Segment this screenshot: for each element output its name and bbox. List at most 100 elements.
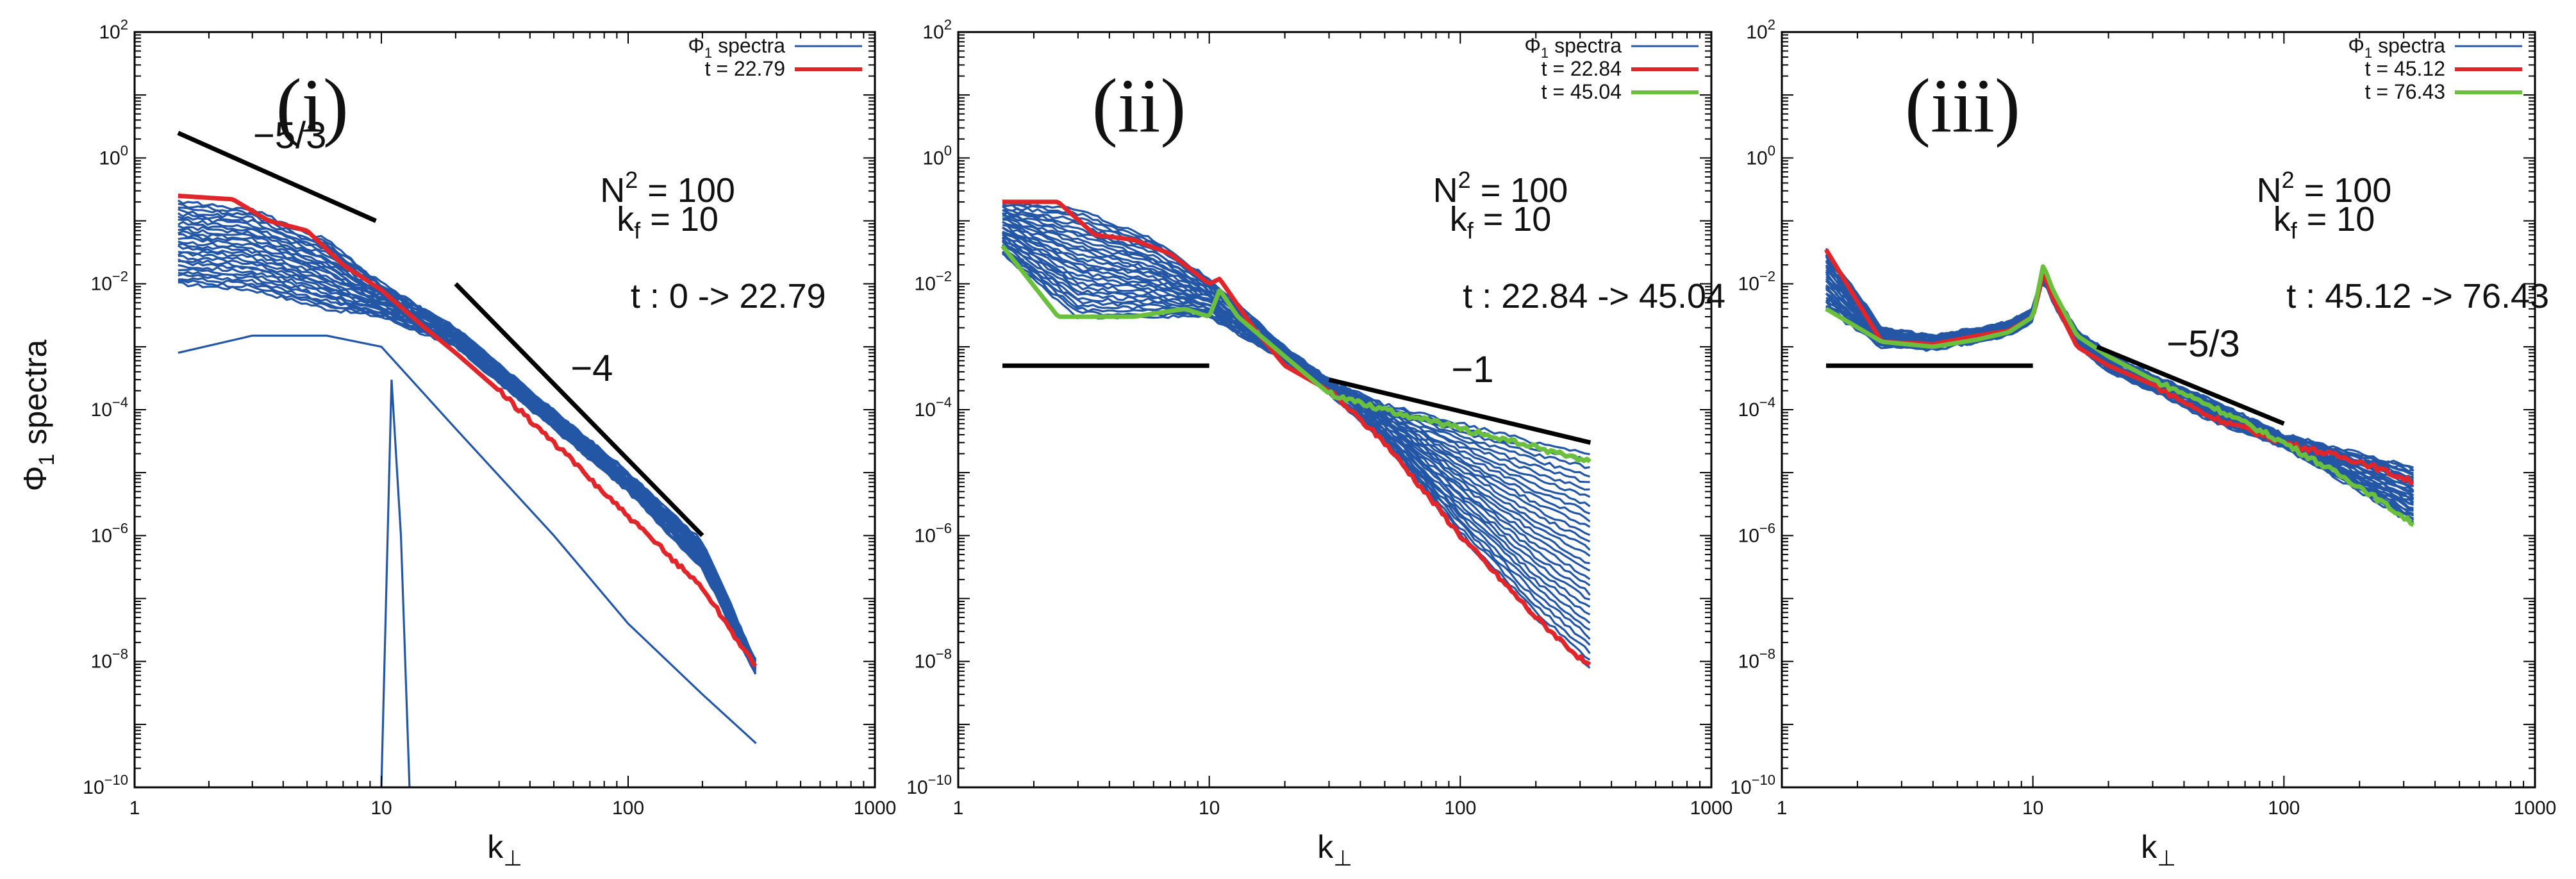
series-t-22-79 — [178, 193, 758, 668]
slope-label-1: −5/3 — [253, 115, 327, 156]
slope-label-2: −1 — [1451, 349, 1493, 390]
x-tick-label: 100 — [612, 798, 644, 819]
annotation-n2: N2 = 100 — [1433, 167, 1568, 210]
annotation-kf-sub: f — [1467, 217, 1474, 244]
y-tick-label-base: 10 — [915, 274, 936, 295]
panel-label: (ii) — [1092, 63, 1186, 148]
annotation-n2: N2 = 100 — [600, 167, 735, 210]
spectrum-line — [178, 258, 757, 673]
annotation-n2-base: N — [2257, 171, 2282, 210]
y-tick-label: 10−10 — [906, 772, 952, 798]
y-tick-label: 10−4 — [91, 394, 128, 421]
annotation-kf-sub: f — [634, 217, 641, 244]
annotation-kf-value: = 10 — [640, 200, 719, 239]
y-tick-label-exp: 0 — [944, 142, 952, 158]
legend-label: Φ1 spectra — [2348, 34, 2445, 61]
y-tick-label-exp: −6 — [1759, 520, 1775, 536]
legend-label: t = 76.43 — [2365, 80, 2445, 103]
y-tick-label-base: 10 — [1738, 525, 1759, 546]
y-tick-label: 10−10 — [1730, 772, 1775, 798]
annotation-n2-base: N — [600, 171, 625, 210]
y-tick-label: 10−4 — [1738, 394, 1775, 421]
spectrum-line-early — [380, 380, 411, 787]
x-tick-label: 10 — [1199, 798, 1220, 819]
annotation-n2-value: = 100 — [2295, 171, 2392, 210]
y-tick-label-base: 10 — [915, 651, 936, 673]
y-tick-label-base: 10 — [91, 651, 112, 673]
y-tick-label-exp: −8 — [112, 646, 128, 662]
spectrum-line — [1825, 281, 2414, 510]
annotation-kf-base: k — [2273, 200, 2291, 239]
annotation-n2-exp: 2 — [2282, 167, 2295, 193]
annotation-kf: kf = 10 — [2273, 200, 2375, 244]
y-tick-label-base: 10 — [1746, 22, 1767, 43]
y-tick-label-exp: −4 — [1759, 394, 1775, 410]
x-axis-label-base: k — [487, 829, 504, 865]
spectrum-line — [178, 271, 757, 673]
legend-label-sub: 1 — [704, 45, 712, 61]
y-tick-label-base: 10 — [91, 274, 112, 295]
annotation-time: t : 45.12 -> 76.43 — [2286, 277, 2549, 315]
y-tick-label: 10−6 — [91, 520, 128, 546]
series-t-22-84 — [1002, 199, 1591, 667]
panel-2: 1 10 100 100010−1010−810−610−410−2100102k⊥(… — [906, 17, 1733, 871]
x-tick-label: 100 — [1444, 798, 1476, 819]
y-tick-label: 102 — [99, 17, 128, 43]
y-axis-label-rest: spectra — [17, 339, 53, 453]
y-tick-label-exp: −4 — [112, 394, 128, 410]
y-tick-label-base: 10 — [915, 525, 936, 546]
y-tick-label: 10−2 — [1738, 269, 1775, 295]
y-tick-label-base: 10 — [922, 22, 943, 43]
y-tick-label: 10−2 — [91, 269, 128, 295]
y-tick-label-base: 10 — [1730, 777, 1751, 798]
y-tick-label: 10−10 — [83, 772, 128, 798]
x-tick-label: 1000 — [1690, 798, 1733, 819]
x-tick-label: 100 — [2268, 798, 2300, 819]
legend-label-rest: spectra — [2372, 34, 2445, 57]
y-tick-label: 10−8 — [91, 646, 128, 673]
spectrum-line — [1002, 199, 1590, 455]
x-axis-label-base: k — [2141, 829, 2157, 865]
y-tick-label-base: 10 — [91, 525, 112, 546]
y-tick-label-exp: −10 — [1752, 772, 1775, 788]
spectrum-line — [178, 255, 757, 669]
legend-label: Φ1 spectra — [688, 34, 785, 61]
plot-frame — [133, 31, 876, 789]
y-tick-label-exp: −10 — [928, 772, 952, 788]
y-tick-label-exp: 2 — [944, 17, 952, 33]
y-tick-label-exp: −6 — [112, 520, 128, 536]
y-axis-label-base: Φ — [17, 465, 53, 491]
spectrum-line — [1825, 282, 2414, 523]
y-tick-label-exp: −8 — [1759, 646, 1775, 662]
spectrum-line-early — [178, 334, 757, 744]
y-tick-label-exp: −8 — [936, 646, 952, 662]
y-tick-label: 102 — [922, 17, 952, 43]
spectrum-line — [1825, 247, 2414, 469]
panel-label: (iii) — [1905, 63, 2020, 148]
y-tick-label: 100 — [1746, 142, 1775, 169]
y-axis-label: Φ1 spectra — [17, 339, 59, 491]
y-tick-label-exp: −4 — [936, 394, 952, 410]
y-tick-label-base: 10 — [99, 22, 120, 43]
reference-line-1 — [177, 131, 377, 223]
x-axis-label-sub: ⊥ — [1333, 846, 1352, 871]
annotation-time: t : 22.84 -> 45.04 — [1463, 277, 1725, 315]
y-tick-label-exp: 0 — [1768, 142, 1775, 158]
y-tick-label: 10−6 — [915, 520, 952, 546]
legend-label: t = 45.04 — [1541, 80, 1622, 103]
plot-frame — [957, 31, 1713, 789]
annotation-kf-value: = 10 — [1474, 200, 1552, 239]
y-tick-label-base: 10 — [1738, 399, 1759, 421]
series-t-76-43 — [1825, 264, 2415, 527]
x-axis-label: k⊥ — [487, 829, 522, 871]
spectrum-line — [1825, 280, 2414, 517]
panels-group: 1 10 100 100010−1010−810−610−410−2100102k⊥(… — [83, 17, 2556, 871]
legend-label-base: Φ — [688, 34, 704, 57]
y-tick-label: 10−8 — [1738, 646, 1775, 673]
y-tick-label-base: 10 — [1746, 147, 1767, 169]
slope-label-2: −5/3 — [2166, 323, 2240, 365]
legend-label: t = 22.84 — [1541, 57, 1622, 80]
y-tick-label-exp: −10 — [104, 772, 128, 788]
legend-label: Φ1 spectra — [1524, 34, 1622, 61]
annotation-time: t : 0 -> 22.79 — [631, 277, 826, 315]
